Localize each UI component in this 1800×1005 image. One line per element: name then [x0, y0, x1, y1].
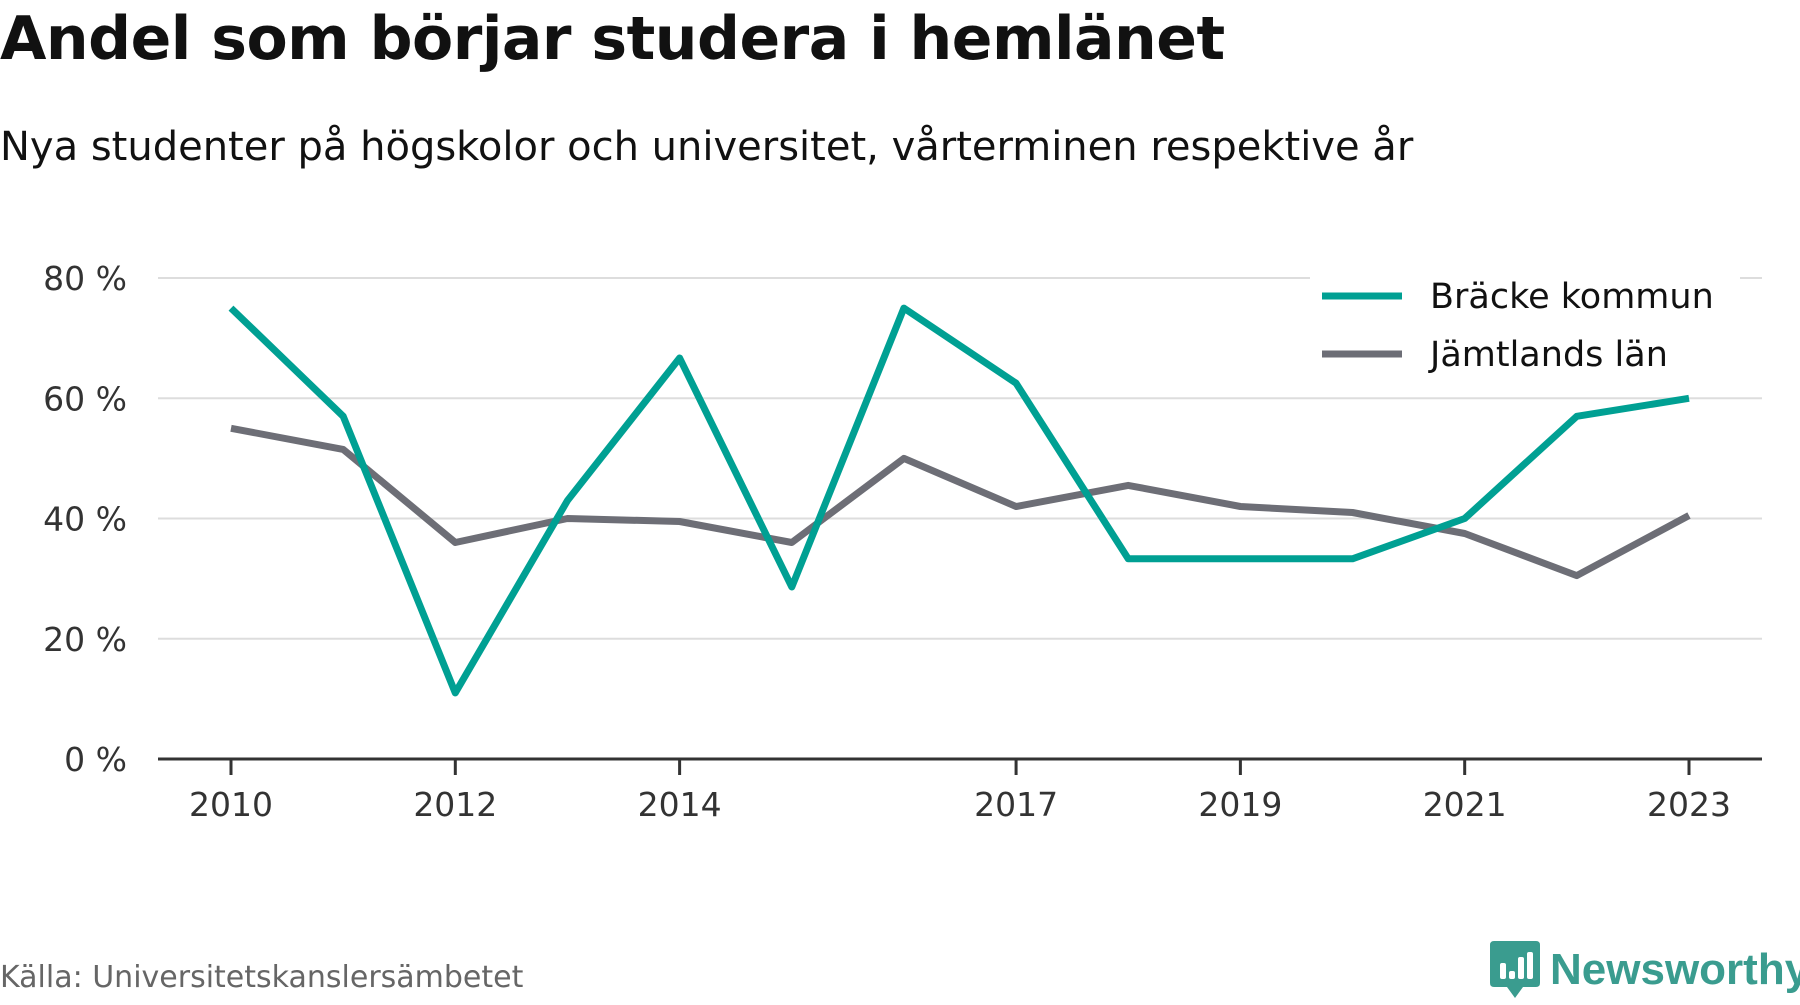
- series-line: [230, 424, 1691, 580]
- y-tick-label: 40 %: [43, 500, 127, 539]
- x-tick-label: 2019: [1198, 785, 1282, 824]
- x-tick-label: 2017: [974, 785, 1058, 824]
- series-lines: [228, 304, 1691, 697]
- brand-name: Newsworthy: [1550, 945, 1800, 994]
- series-line: [228, 304, 1690, 697]
- y-tick-label: 0 %: [64, 740, 127, 779]
- y-tick-label: 80 %: [43, 259, 127, 298]
- x-tick-label: 2021: [1423, 785, 1507, 824]
- source-note: Källa: Universitetskanslersämbetet: [0, 960, 524, 995]
- x-tick-label: 2012: [413, 785, 497, 824]
- y-axis-ticks: 0 % 20 % 40 % 60 % 80 %: [43, 259, 127, 779]
- brand-logo: Newsworthy: [1490, 935, 1800, 1005]
- legend-background: [1310, 270, 1740, 385]
- y-tick-label: 60 %: [43, 379, 127, 418]
- chart-title: Andel som börjar studera i hemlänet: [0, 4, 1225, 74]
- newsworthy-bar-chart-icon: [1490, 941, 1540, 998]
- x-tick-label: 2014: [638, 785, 722, 824]
- legend-label: Bräcke kommun: [1430, 277, 1714, 317]
- x-tick-label: 2010: [189, 785, 273, 824]
- legend: Bräcke kommun Jämtlands län: [1310, 270, 1740, 385]
- legend-label: Jämtlands län: [1428, 335, 1668, 375]
- x-tick-label: 2023: [1647, 785, 1731, 824]
- chart-subtitle: Nya studenter på högskolor och universit…: [0, 124, 1414, 170]
- y-tick-label: 20 %: [43, 620, 127, 659]
- x-axis-ticks: 2010 2012 2014 2017 2019 2021 2023: [189, 759, 1731, 824]
